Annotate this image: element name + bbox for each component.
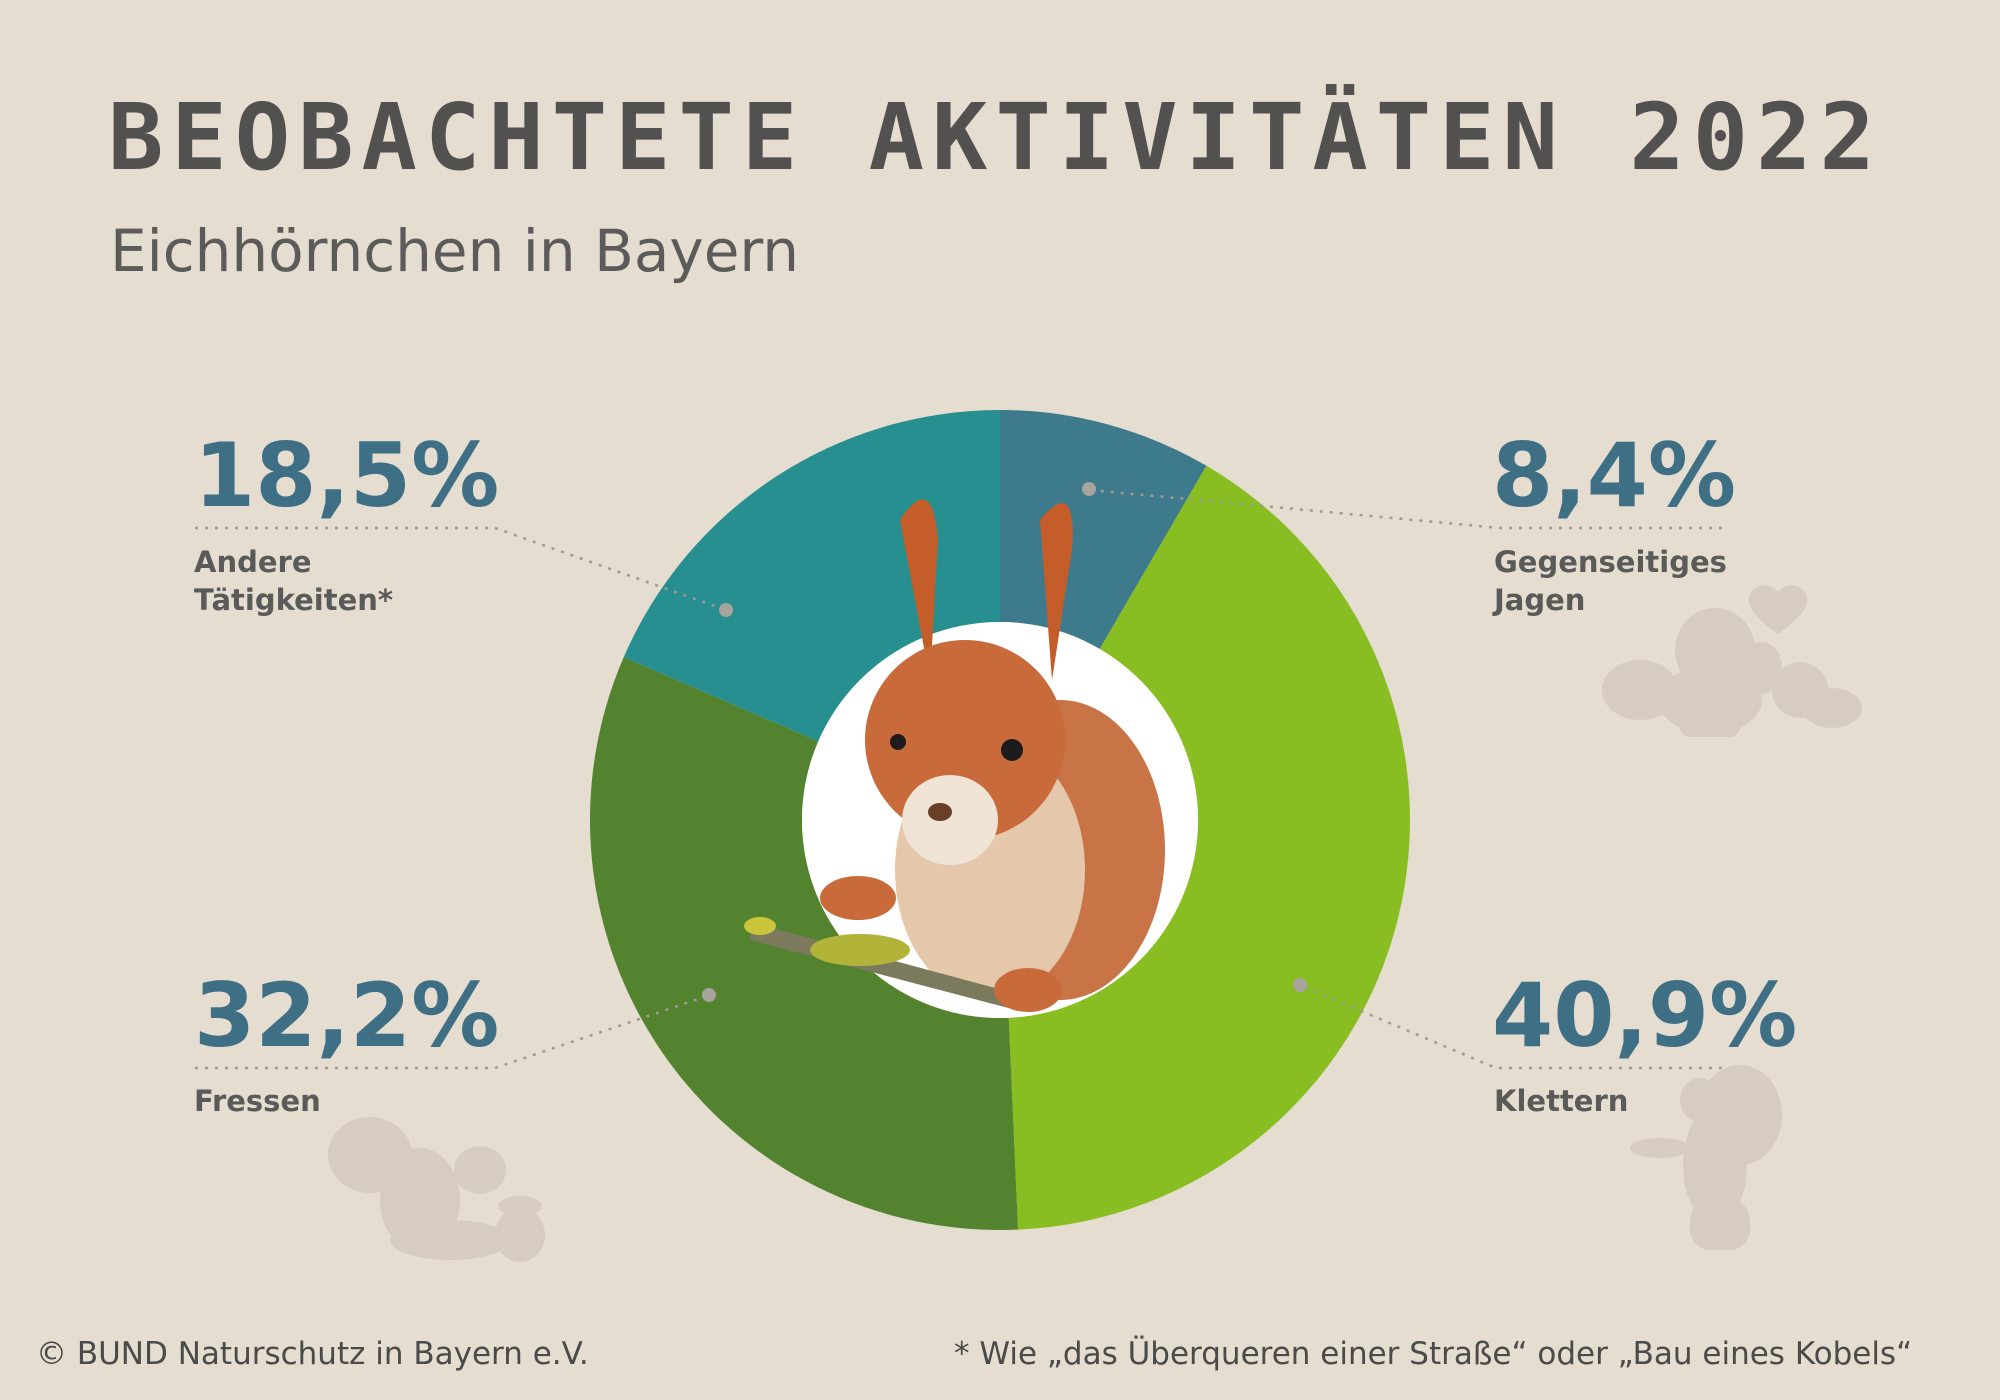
category-label-fressen: Fressen	[194, 1084, 321, 1118]
squirrels-heart-icon	[1602, 585, 1862, 737]
category-label-andere: Andere Tätigkeiten*	[194, 543, 393, 619]
copyright-text: © BUND Naturschutz in Bayern e.V.	[36, 1336, 589, 1372]
category-label-jagen: Gegenseitiges Jagen	[1494, 543, 1727, 619]
category-label-andere-line2: Tätigkeiten*	[194, 583, 394, 617]
slice-klettern	[1008, 465, 1410, 1230]
value-label-jagen: 8,4%	[1492, 424, 1737, 527]
leader-dots	[702, 482, 1307, 1002]
category-label-jagen-line1: Gegenseitiges	[1494, 545, 1727, 579]
chart-title: BEOBACHTETE AKTIVITÄTEN 2022	[108, 84, 1883, 191]
squirrel-photo	[744, 499, 1165, 1012]
footnote-text: * Wie „das Überqueren einer Straße“ oder…	[954, 1336, 1913, 1372]
squirrel-standing-icon	[1630, 1065, 1782, 1250]
leader-lines	[195, 488, 1722, 1070]
value-label-fressen: 32,2%	[194, 964, 500, 1067]
value-label-andere: 18,5%	[194, 424, 500, 527]
category-label-andere-line1: Andere	[194, 545, 312, 579]
chart-subtitle: Eichhörnchen in Bayern	[110, 217, 800, 285]
slice-andere	[623, 410, 1000, 742]
value-label-klettern: 40,9%	[1492, 964, 1798, 1067]
category-label-jagen-line2: Jagen	[1494, 583, 1586, 617]
squirrel-acorn-icon	[328, 1117, 545, 1262]
category-label-klettern: Klettern	[1494, 1084, 1629, 1118]
